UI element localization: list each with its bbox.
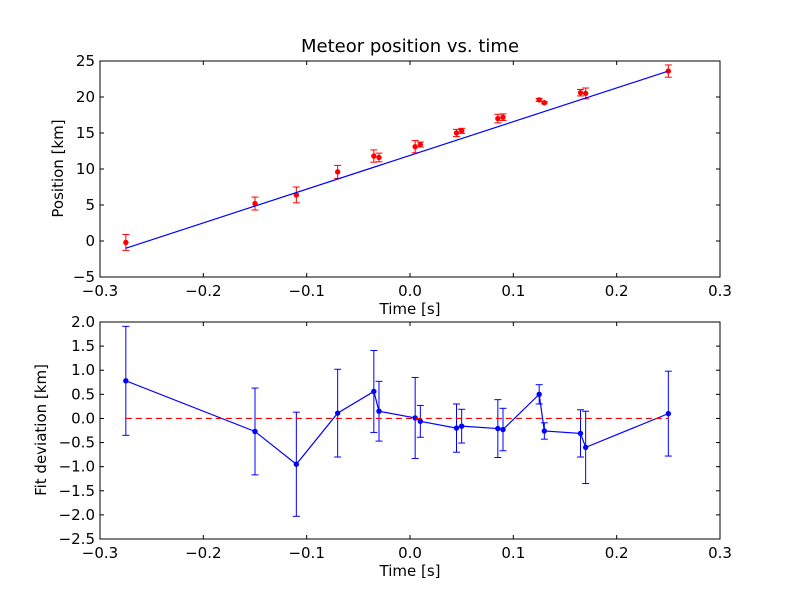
deviation-chart-xtick-label: −0.1	[288, 544, 324, 562]
deviation-chart-data-point	[536, 391, 542, 398]
deviation-chart-ytick-label: −0.5	[59, 434, 95, 452]
position-chart-ytick-label: 20	[76, 88, 95, 106]
deviation-chart-ytick-label: 0.0	[71, 409, 95, 427]
deviation-chart-data-point	[577, 430, 584, 437]
deviation-chart-xlabel: Time [s]	[379, 562, 441, 580]
deviation-chart-ytick-label: 1.0	[71, 361, 95, 379]
position-chart-xtick-label: 0.3	[708, 282, 732, 300]
position-chart-data-point	[376, 154, 382, 161]
position-chart-data-point	[500, 114, 506, 120]
position-chart-xtick-label: −0.3	[82, 282, 118, 300]
position-chart-ytick-label: 15	[76, 124, 95, 142]
position-chart-ytick-label: 5	[85, 196, 95, 214]
deviation-chart-data-point	[123, 378, 129, 384]
position-chart-data-point	[495, 115, 501, 122]
deviation-chart-data-point	[252, 428, 258, 435]
deviation-chart-data-point	[453, 425, 460, 431]
deviation-chart-ytick-label: −1.0	[59, 458, 95, 476]
position-chart-ytick-label: 25	[76, 52, 95, 70]
position-chart-xtick-label: −0.1	[288, 282, 324, 300]
position-chart-data-point	[458, 128, 465, 134]
position-chart-data-point	[541, 100, 548, 106]
deviation-chart-data-point	[334, 410, 341, 416]
position-chart-marks: −0.3 −0.2 −0.1 0.0 0.1 0.2 0.3 −5 0 5 10 15 20 25	[73, 52, 732, 300]
deviation-chart-data-point	[293, 461, 300, 467]
position-chart: Meteor position vs. time Time [s] Positi…	[49, 36, 732, 318]
position-chart-data-point	[577, 89, 584, 96]
position-chart-ytick-label: 10	[76, 160, 95, 178]
deviation-chart-data-point	[500, 426, 506, 433]
deviation-chart-xtick-label: 0.0	[398, 544, 422, 562]
deviation-chart-data-point	[376, 408, 382, 414]
position-chart-data-point	[412, 143, 418, 150]
deviation-chart: Time [s] Fit deviation [km] −0.3 −0.2 −0.1…	[32, 313, 732, 580]
position-chart-xtick-label: 0.0	[398, 282, 422, 300]
deviation-chart-data-point	[458, 423, 465, 429]
position-chart-fit-line	[125, 70, 669, 249]
position-chart-data-point	[417, 141, 424, 148]
position-chart-data-point	[453, 130, 460, 136]
deviation-chart-ytick-label: 2.0	[71, 313, 95, 331]
position-chart-title: Meteor position vs. time	[301, 36, 519, 57]
position-chart-xtick-label: 0.1	[501, 282, 525, 300]
position-chart-ytick-label: −5	[73, 268, 95, 286]
deviation-chart-ytick-label: 1.5	[71, 337, 95, 355]
position-chart-data-point	[334, 169, 341, 175]
deviation-chart-data-point	[417, 418, 424, 425]
position-chart-data-point	[582, 90, 589, 97]
deviation-chart-xtick-label: 0.2	[605, 544, 629, 562]
deviation-chart-ytick-label: −2.0	[59, 506, 95, 524]
position-chart-ylabel: Position [km]	[49, 119, 67, 217]
deviation-chart-ytick-label: 0.5	[71, 385, 95, 403]
deviation-chart-data-point	[495, 425, 501, 432]
deviation-chart-xtick-label: 0.1	[501, 544, 525, 562]
position-chart-xlabel: Time [s]	[379, 300, 441, 318]
position-chart-xtick-label: 0.2	[605, 282, 629, 300]
position-chart-ytick-label: 0	[85, 232, 95, 250]
position-chart-xtick-label: −0.2	[185, 282, 221, 300]
deviation-chart-data-point	[582, 444, 589, 451]
deviation-chart-xtick-label: −0.3	[82, 544, 118, 562]
deviation-chart-xtick-label: 0.3	[708, 544, 732, 562]
deviation-chart-xtick-label: −0.2	[185, 544, 221, 562]
deviation-chart-data-point	[371, 388, 377, 395]
position-chart-data-point	[371, 153, 377, 159]
deviation-chart-ytick-label: −1.5	[59, 482, 95, 500]
deviation-chart-data-point	[541, 428, 548, 434]
deviation-chart-ylabel: Fit deviation [km]	[32, 364, 50, 496]
position-chart-data-point	[123, 239, 129, 246]
deviation-chart-ytick-label: −2.5	[59, 530, 95, 548]
deviation-chart-marks: −0.3 −0.2 −0.1 0.0 0.1 0.2 0.3 −2.5 −2.0 −1.5 −1.0…	[59, 313, 732, 562]
deviation-chart-data-point	[665, 410, 672, 417]
position-chart-data-point	[536, 97, 542, 103]
